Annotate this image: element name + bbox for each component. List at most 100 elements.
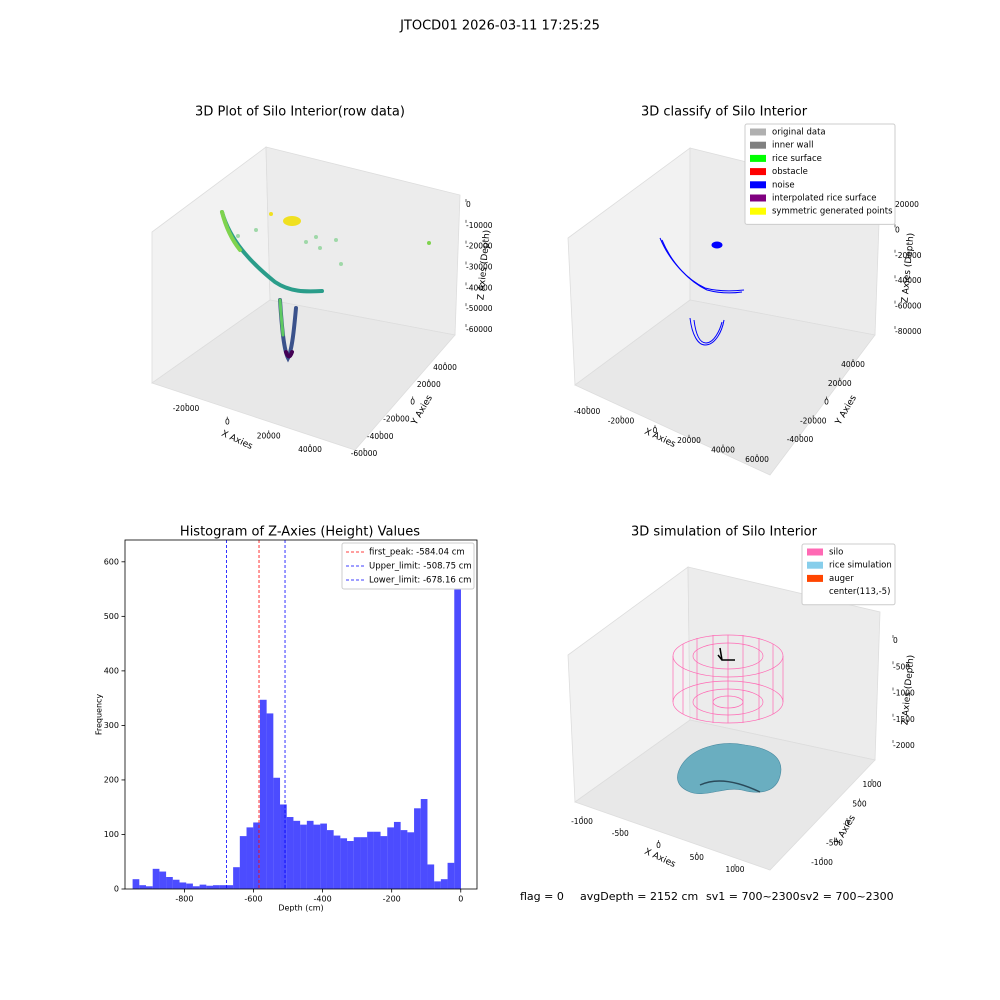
y-tick-label: 0 [410, 397, 415, 406]
z-tick-label: -2000 [893, 741, 915, 750]
x-tick-label: -500 [612, 829, 629, 838]
y-tick-label: -500 [826, 839, 843, 848]
y-tick-label: 0 [845, 819, 850, 828]
bar [333, 835, 341, 889]
z-tick-label: 0 [466, 200, 471, 209]
x-axis-label: Depth (cm) [278, 904, 323, 913]
bar [367, 831, 374, 889]
y-tick-label: -20000 [800, 416, 827, 425]
x-tick-label: 40000 [711, 445, 735, 454]
z-tick-label: 20000 [895, 200, 919, 209]
legend-swatch [807, 574, 823, 582]
z-tick-label: 0 [893, 636, 898, 645]
rice-simulation [677, 743, 782, 794]
y-tick-label: -1000 [811, 858, 833, 867]
y-tick-label: -40000 [787, 435, 814, 444]
bar [266, 713, 274, 889]
footer-sv2: sv2 = 700~2300 [800, 890, 894, 903]
y-tick-label: 40000 [433, 363, 457, 372]
chart-title: 3D classify of Silo Interior [641, 105, 808, 120]
bar [233, 867, 240, 889]
x-tick-label: -20000 [608, 417, 635, 426]
z-tick-label: -80000 [895, 327, 922, 336]
rice-ridge [699, 780, 761, 793]
footer: flag = 0 avgDepth = 2152 cm sv1 = 700~23… [520, 890, 894, 903]
bar [313, 824, 321, 889]
legend-label: symmetric generated points [772, 207, 893, 217]
y-tick-label: 1000 [862, 780, 881, 789]
silo-wireframe [672, 634, 784, 724]
bar [199, 884, 207, 889]
z-tick-label: -40000 [466, 283, 493, 292]
axis-label: X Axies [220, 429, 255, 452]
bar [206, 885, 214, 889]
z-tick-label: 0 [895, 225, 900, 234]
legend-label: center(113,-5) [829, 587, 890, 597]
x-tick-label: 40000 [298, 445, 322, 454]
chart-title: 3D Plot of Silo Interior(row data) [195, 105, 405, 120]
bar [239, 836, 247, 889]
bar [320, 823, 327, 889]
legend-swatch [750, 141, 766, 149]
legend-label: rice simulation [829, 561, 892, 571]
x-tick-label: 1000 [725, 865, 744, 874]
bar [139, 885, 147, 889]
legend-label: original data [772, 128, 826, 138]
bar [420, 799, 428, 889]
chart-title: 3D simulation of Silo Interior [631, 525, 818, 540]
legend-label: interpolated rice surface [772, 194, 877, 204]
bar [300, 824, 307, 889]
y-tick-label: -40000 [367, 432, 394, 441]
bar [273, 777, 281, 889]
bar [159, 871, 167, 889]
bar [340, 838, 348, 889]
x-tick-label: 60000 [745, 455, 769, 464]
legend-swatch [750, 207, 766, 215]
bar [259, 699, 267, 889]
z-tick-label: -60000 [895, 302, 922, 311]
bar [213, 885, 220, 889]
bar [393, 821, 401, 889]
y-tick-label: 200 [104, 775, 119, 784]
x-tick-label: 0 [225, 418, 230, 427]
legend-box [801, 543, 896, 606]
bar [226, 885, 234, 889]
footer-flag: flag = 0 [520, 890, 564, 903]
bar [253, 822, 260, 889]
x-tick-label: -800 [175, 895, 193, 904]
legend-swatch [750, 154, 766, 162]
legend-box [341, 542, 475, 590]
legend-swatch [750, 181, 766, 189]
legend-label: obstacle [772, 167, 808, 177]
bar [152, 868, 160, 889]
legend-label: silo [829, 548, 843, 558]
bar [414, 808, 421, 889]
x-tick-label: -600 [244, 895, 262, 904]
legend-swatch [807, 548, 823, 556]
bar [373, 831, 381, 889]
panes-4 [567, 566, 881, 871]
axis-label: X Axies [643, 847, 678, 870]
scatter-shape-2 [659, 237, 745, 346]
axis-label: X Axies [643, 427, 678, 450]
y-tick-label: 0 [824, 398, 829, 407]
bar [219, 885, 227, 889]
bar [186, 883, 193, 889]
x-tick-label: -400 [314, 895, 332, 904]
y-tick-label: 0 [114, 885, 119, 894]
bar [400, 830, 408, 889]
footer-avg-depth: avgDepth = 2152 cm [580, 890, 698, 903]
legend-label: noise [772, 180, 795, 190]
y-tick-label: 400 [104, 666, 119, 675]
axis-label: Y Axies [833, 393, 859, 427]
z-tick-label: -10000 [466, 221, 493, 230]
y-tick-label: 600 [104, 557, 119, 566]
bar [326, 830, 334, 889]
bar [192, 886, 200, 889]
legend-box [744, 123, 896, 225]
z-tick-label: -20000 [895, 251, 922, 260]
bar [246, 827, 254, 889]
y-tick-label: 500 [104, 612, 119, 621]
y-tick-label: 20000 [828, 379, 852, 388]
